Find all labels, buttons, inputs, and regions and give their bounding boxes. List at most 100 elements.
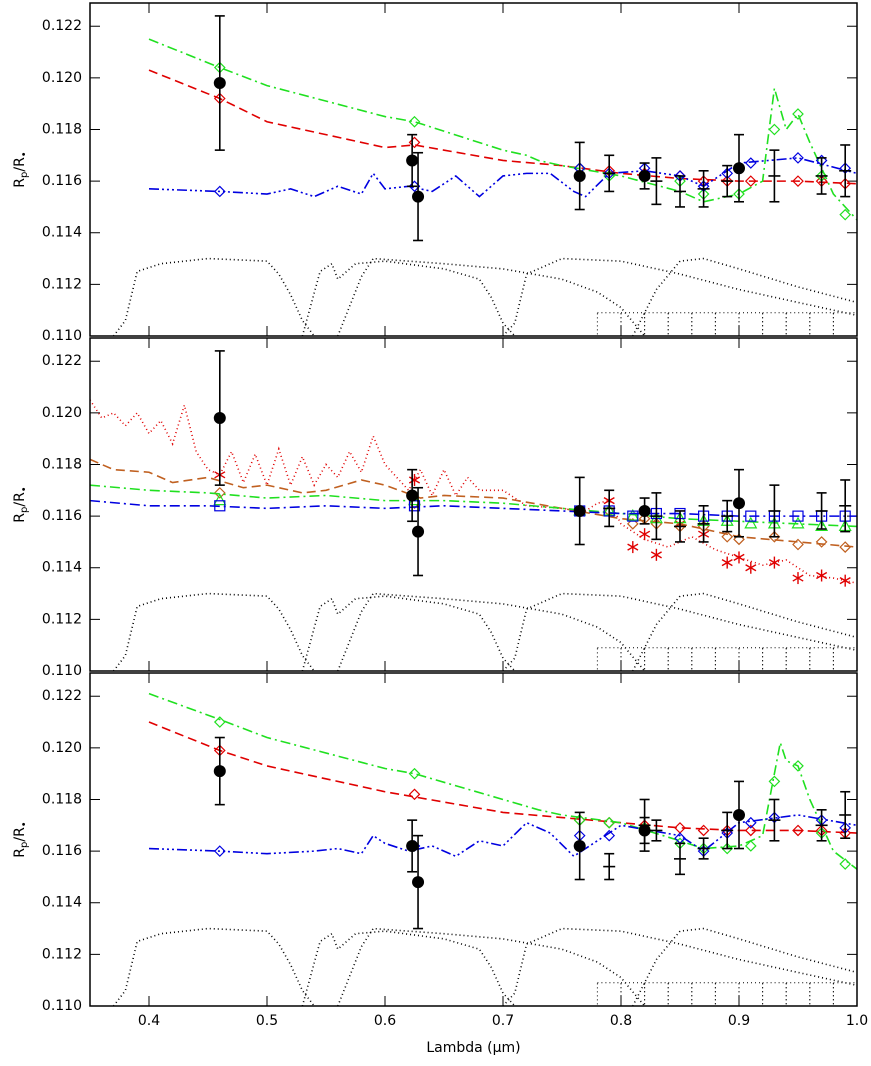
model-line xyxy=(301,260,516,336)
model-point xyxy=(792,152,804,164)
model-point xyxy=(839,208,852,221)
model-point xyxy=(213,185,226,198)
y-axis-label-part: • xyxy=(19,821,30,827)
data-point xyxy=(638,169,651,182)
model-point xyxy=(792,760,804,772)
plot-area xyxy=(112,692,857,1006)
panel: 0.110 0.112 0.114 0.116 0.118 0.120 0.122 Rp/R• xyxy=(12,337,858,679)
asterisk-stroke xyxy=(627,543,639,551)
model-point xyxy=(792,175,804,187)
y-axis-label-part: • xyxy=(19,151,30,157)
filter-box xyxy=(644,982,669,1006)
model-point xyxy=(745,510,757,522)
data-point xyxy=(213,77,226,90)
model-point xyxy=(213,493,227,506)
model-point xyxy=(792,824,804,837)
filter-box xyxy=(762,982,787,1006)
model-line xyxy=(337,927,646,1006)
data-point xyxy=(412,876,425,889)
plot-area xyxy=(112,15,857,336)
model-point xyxy=(697,824,710,837)
filter-box xyxy=(714,312,740,336)
filter-box xyxy=(738,647,764,671)
panel: 0.110 0.112 0.114 0.116 0.118 0.120 0.122 Rp/R• xyxy=(12,2,858,344)
model-point xyxy=(603,829,616,842)
model-point xyxy=(744,516,758,529)
y-axis-label: Rp/R• xyxy=(12,151,30,187)
model-point xyxy=(639,528,651,541)
data-point xyxy=(733,162,745,175)
y-tick-label: 0.118 xyxy=(42,121,82,137)
model-line xyxy=(301,595,516,671)
model-point xyxy=(721,530,734,543)
filter-box xyxy=(762,647,787,671)
filter-box xyxy=(596,982,622,1006)
model-point xyxy=(733,551,745,564)
data-point xyxy=(573,504,586,517)
model-line xyxy=(337,257,646,336)
data-point xyxy=(638,824,651,837)
model-point xyxy=(744,824,757,837)
filter-box xyxy=(809,312,834,336)
filter-box xyxy=(738,312,764,336)
y-tick-label: 0.122 xyxy=(42,353,82,369)
model-point xyxy=(650,548,662,561)
model-line xyxy=(112,257,315,336)
asterisk-stroke xyxy=(408,476,421,484)
model-point xyxy=(744,840,757,852)
model-point xyxy=(792,572,804,585)
y-tick-label: 0.110 xyxy=(42,663,82,679)
filter-box xyxy=(785,982,811,1006)
model-point xyxy=(627,541,639,554)
filter-box xyxy=(809,982,834,1006)
model-point xyxy=(815,536,828,548)
y-tick-label: 0.112 xyxy=(42,611,82,627)
filter-box xyxy=(644,647,669,671)
filter-box xyxy=(667,982,693,1006)
y-tick-label: 0.120 xyxy=(42,740,82,756)
model-point xyxy=(626,508,640,521)
model-point xyxy=(627,510,639,522)
y-axis-label: Rp/R• xyxy=(12,486,30,522)
y-axis-label: Rp/R• xyxy=(12,821,30,857)
filter-box xyxy=(620,982,646,1006)
filter-box xyxy=(691,312,716,336)
model-point xyxy=(744,816,757,829)
model-point xyxy=(721,842,734,855)
data-point xyxy=(733,808,745,821)
model-point xyxy=(721,556,733,569)
y-axis-label-part: R xyxy=(12,848,28,858)
filter-box xyxy=(832,982,857,1006)
model-point xyxy=(408,767,421,780)
asterisk-stroke xyxy=(733,553,745,562)
y-tick-label: 0.110 xyxy=(42,328,82,344)
y-axis-label-part: • xyxy=(19,486,30,492)
data-point xyxy=(412,525,425,538)
x-tick-label: 0.4 xyxy=(138,1013,160,1029)
x-tick-label: 0.9 xyxy=(728,1013,750,1029)
y-tick-label: 0.122 xyxy=(42,18,82,34)
plot-frame xyxy=(89,2,858,337)
y-axis-label-part: /R xyxy=(12,492,28,507)
model-point xyxy=(408,473,421,486)
model-line xyxy=(112,592,315,671)
data-point xyxy=(412,190,425,203)
model-point xyxy=(603,816,616,829)
filter-box xyxy=(691,982,716,1006)
model-point xyxy=(768,556,780,569)
model-point xyxy=(792,108,804,120)
model-point xyxy=(744,175,757,187)
model-line xyxy=(90,499,857,517)
y-tick-label: 0.116 xyxy=(42,173,82,189)
model-point xyxy=(408,788,421,801)
asterisk-stroke xyxy=(745,564,757,572)
data-point xyxy=(213,765,226,778)
filter-box xyxy=(714,647,740,671)
asterisk-stroke xyxy=(721,558,733,567)
x-tick-label: 1.0 xyxy=(846,1013,868,1029)
y-tick-label: 0.118 xyxy=(42,791,82,807)
model-point xyxy=(733,533,745,546)
data-point xyxy=(406,489,419,502)
x-tick-label: 0.7 xyxy=(492,1013,514,1029)
